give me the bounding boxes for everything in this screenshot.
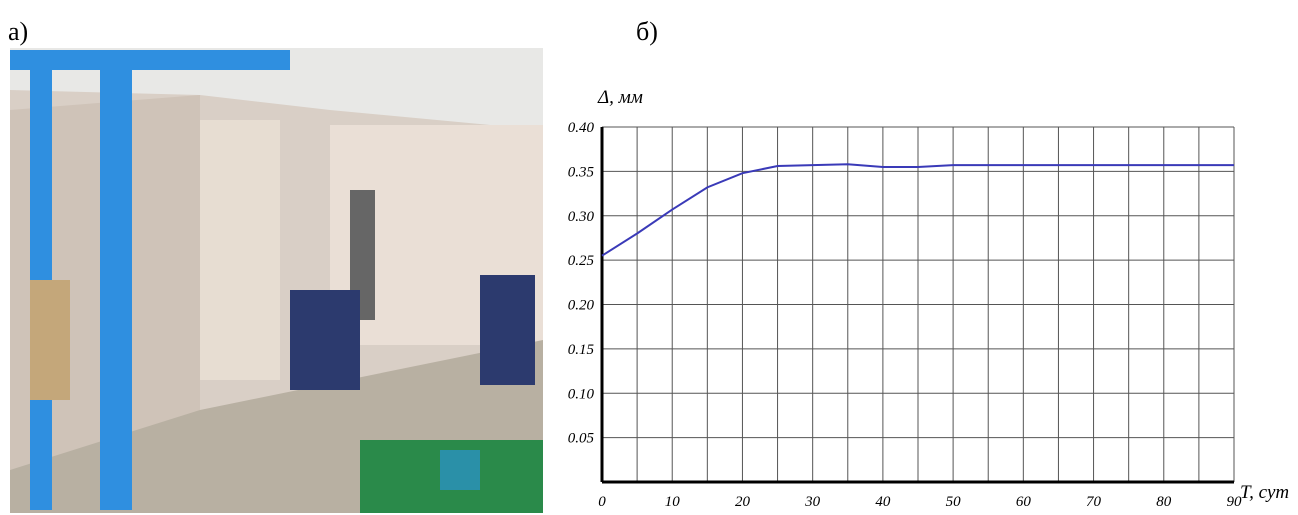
x-tick-label: 20	[735, 494, 751, 510]
x-tick-label: 30	[804, 494, 821, 510]
y-tick-label: 0.35	[568, 164, 595, 180]
y-axis-label: Δ, мм	[597, 87, 643, 108]
x-tick-label: 80	[1156, 494, 1172, 510]
x-tick-label: 50	[946, 494, 962, 510]
y-tick-label: 0.25	[568, 253, 595, 269]
y-tick-label: 0.20	[568, 298, 595, 314]
photo	[10, 48, 543, 513]
y-tick-label: 0.15	[568, 342, 595, 358]
x-tick-label: 60	[1016, 494, 1032, 510]
y-tick-label: 0.30	[568, 209, 595, 225]
x-tick-label: 70	[1086, 494, 1102, 510]
x-tick-label: 40	[875, 494, 891, 510]
panel-label: а)	[8, 17, 28, 46]
x-tick-label: 90	[1227, 494, 1243, 510]
line	[601, 163, 1234, 257]
x-tick-label: 0	[598, 494, 606, 510]
y-tick-label: 0.05	[568, 431, 595, 447]
x-tick-label: 10	[665, 494, 681, 510]
panel-label: б)	[636, 17, 658, 46]
y-tick-label: 0.40	[568, 120, 595, 136]
y-tick-label: 0.10	[568, 386, 595, 402]
x-axis-label: T, сут	[1240, 482, 1289, 503]
